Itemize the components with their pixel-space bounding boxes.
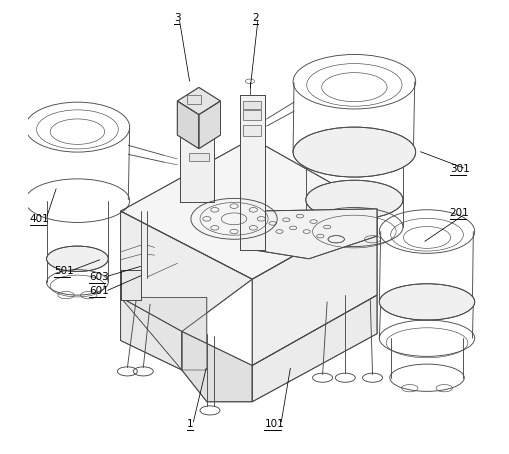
Bar xyxy=(187,95,201,104)
Polygon shape xyxy=(252,209,377,365)
Polygon shape xyxy=(177,101,199,148)
Bar xyxy=(243,110,261,120)
Text: 601: 601 xyxy=(89,286,108,296)
Ellipse shape xyxy=(379,284,475,320)
Text: 3: 3 xyxy=(174,13,180,23)
Bar xyxy=(189,153,209,161)
Text: 201: 201 xyxy=(450,208,469,218)
Polygon shape xyxy=(199,101,220,148)
Polygon shape xyxy=(121,138,377,279)
Polygon shape xyxy=(177,87,220,115)
Text: 501: 501 xyxy=(54,266,74,276)
Bar xyxy=(243,125,261,136)
Bar xyxy=(240,95,265,250)
Text: 1: 1 xyxy=(187,419,194,429)
Text: 401: 401 xyxy=(30,214,49,224)
Text: 2: 2 xyxy=(252,13,259,23)
Ellipse shape xyxy=(46,246,108,271)
Text: 603: 603 xyxy=(89,272,108,282)
Ellipse shape xyxy=(306,180,403,219)
Text: 301: 301 xyxy=(450,164,469,174)
Bar xyxy=(121,270,141,300)
Bar xyxy=(243,101,261,109)
Polygon shape xyxy=(252,295,377,402)
Bar xyxy=(240,95,265,250)
Text: 101: 101 xyxy=(265,419,284,429)
Bar xyxy=(180,123,214,202)
Polygon shape xyxy=(252,209,377,259)
Bar xyxy=(121,270,141,300)
Polygon shape xyxy=(121,297,182,370)
Polygon shape xyxy=(121,211,252,331)
Bar xyxy=(180,123,214,202)
Polygon shape xyxy=(121,297,207,370)
Ellipse shape xyxy=(293,127,416,177)
Polygon shape xyxy=(182,331,252,402)
